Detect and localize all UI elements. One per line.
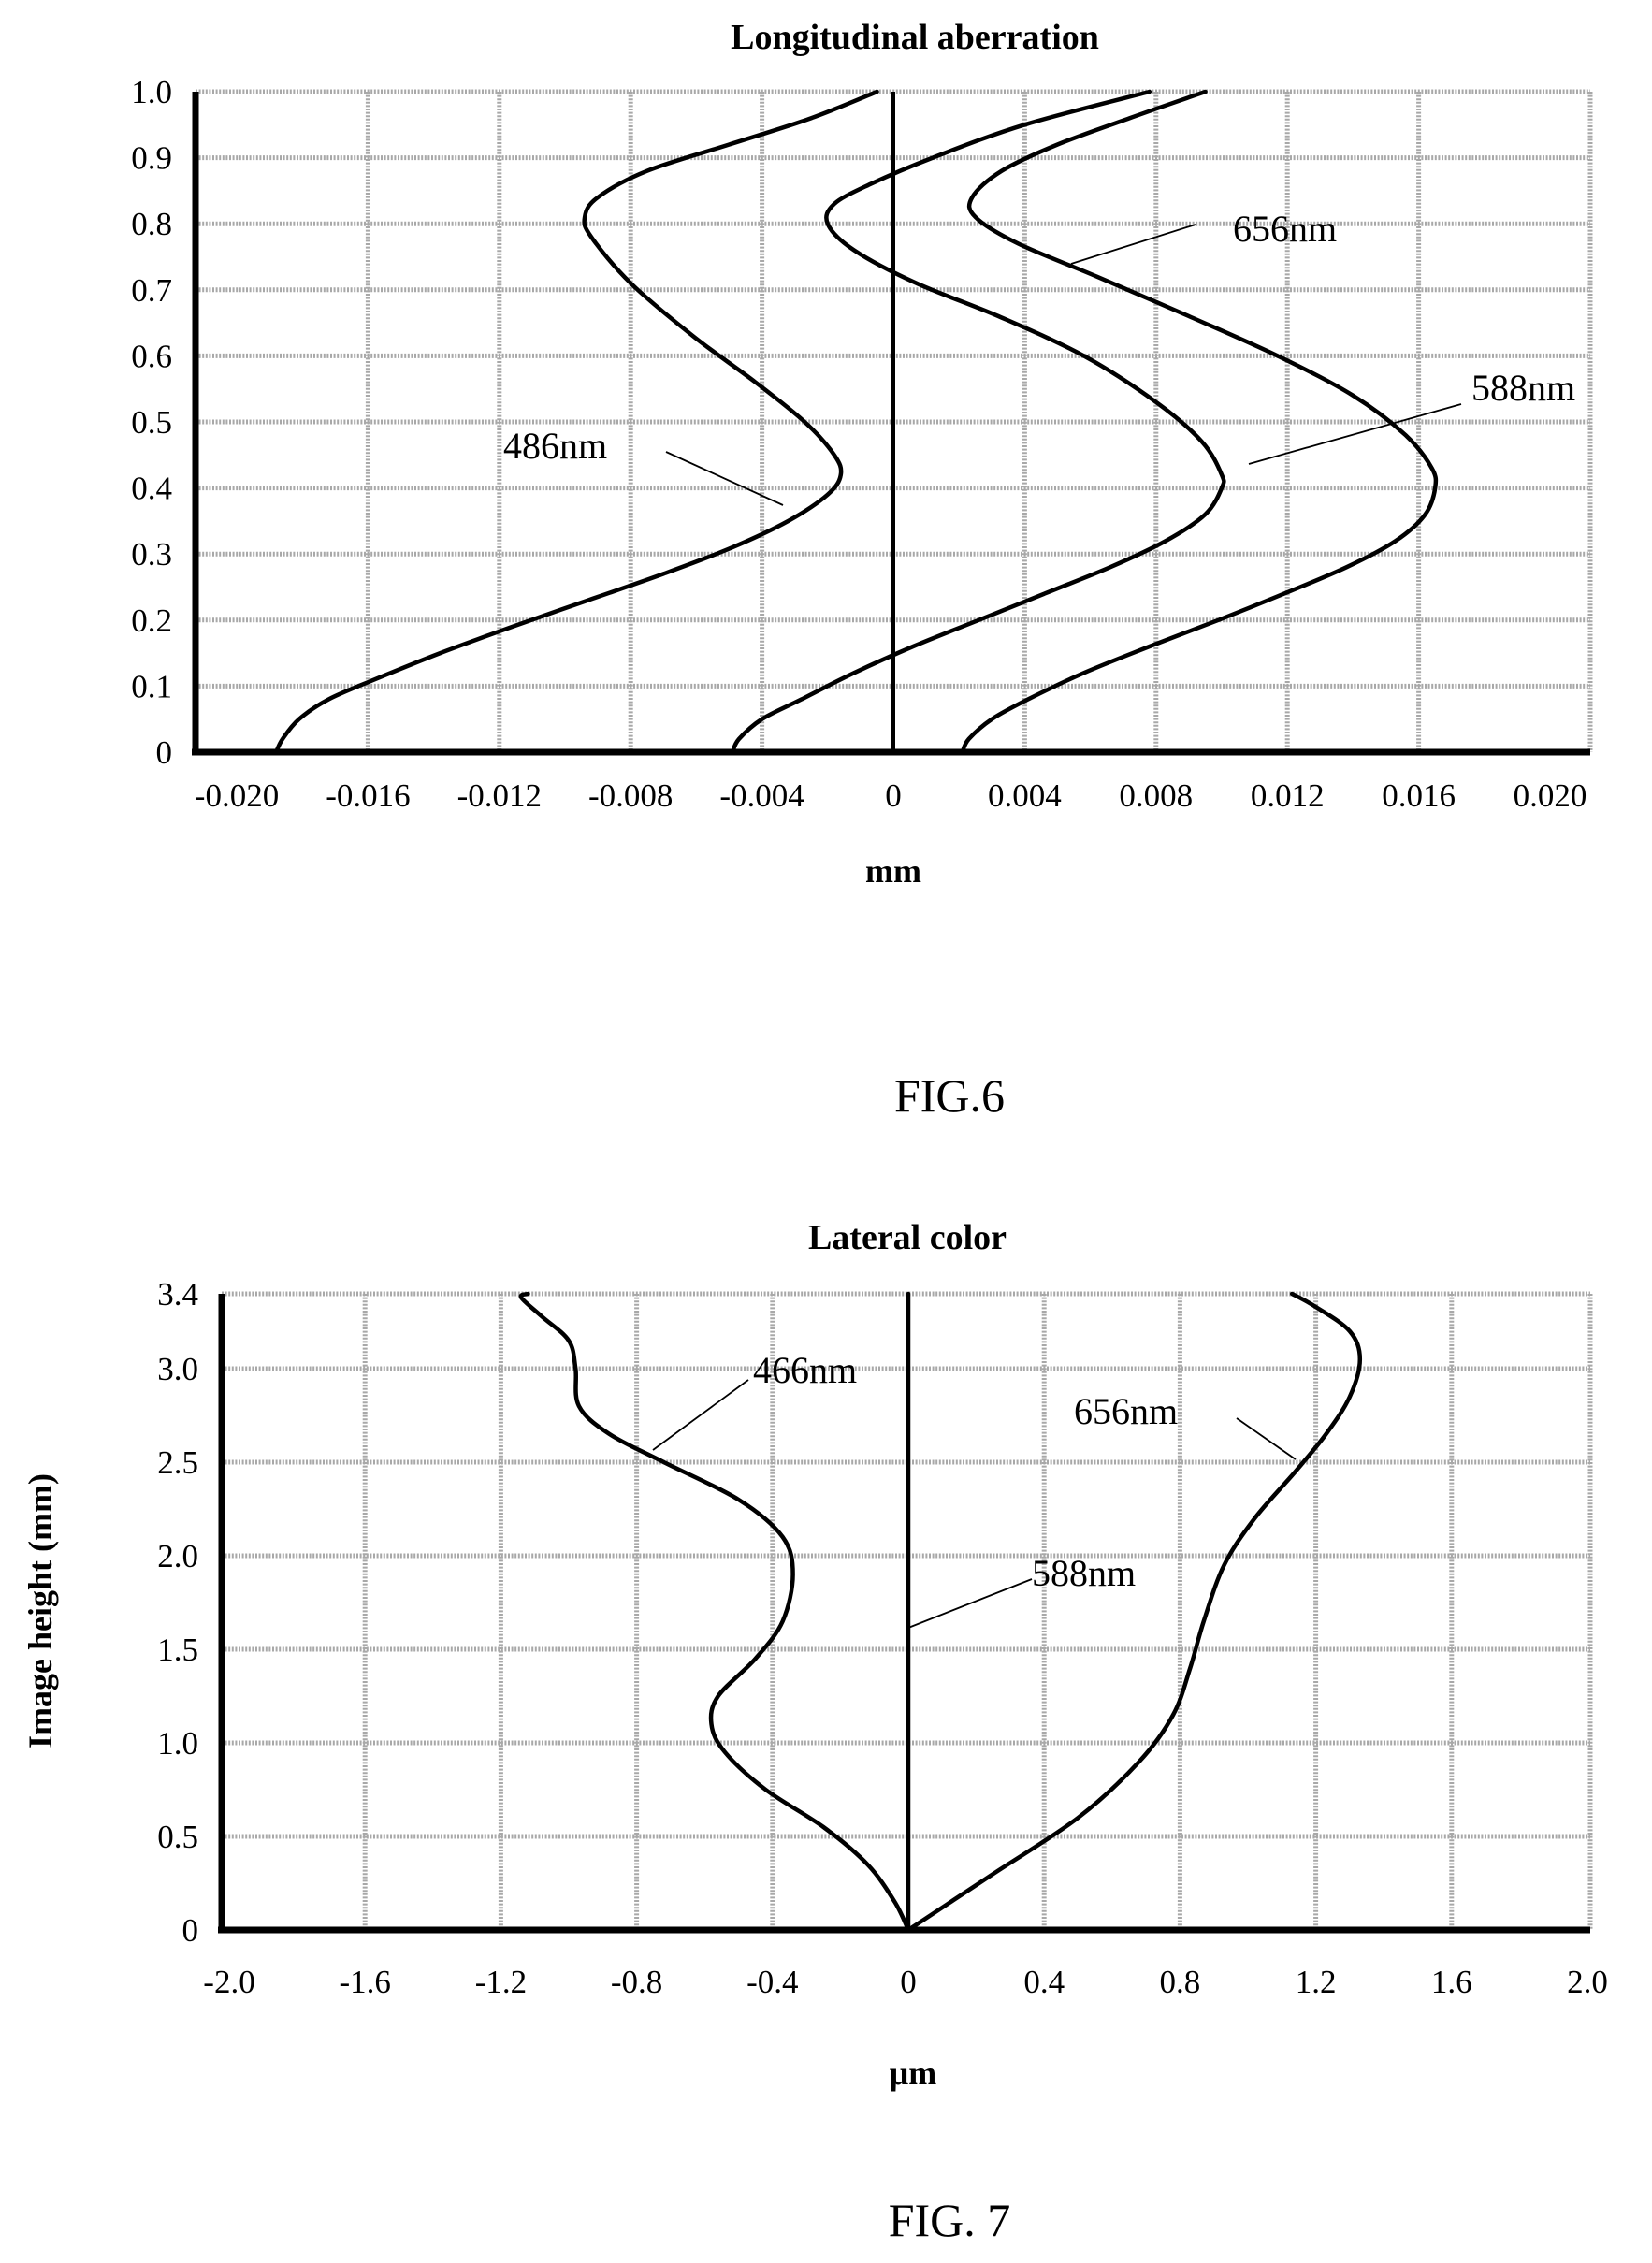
figure-label-fig6: FIG.6 — [894, 1069, 1005, 1122]
y-tick-label: 0.1 — [131, 668, 172, 704]
y-tick-label: 0.9 — [131, 140, 172, 177]
series-label-588nm: 588nm — [1471, 367, 1575, 409]
y-tick-label: 2.5 — [157, 1444, 198, 1481]
x-tick-label: 0.016 — [1382, 777, 1456, 814]
y-tick-label: 0.2 — [131, 602, 172, 639]
y-tick-labels: 0 0.1 0.2 0.3 0.4 0.5 0.6 0.7 0.8 0.9 1.0 — [131, 74, 172, 771]
x-tick-label: -2.0 — [203, 1964, 254, 2000]
x-tick-label: -0.020 — [195, 777, 279, 814]
y-tick-label: 1.5 — [157, 1632, 198, 1668]
x-tick-label: -0.004 — [719, 777, 804, 814]
y-tick-label: 1.0 — [131, 74, 172, 110]
x-tick-label: 0 — [885, 777, 902, 814]
chart-title: Lateral color — [808, 1218, 1007, 1257]
x-tick-label: 0.020 — [1514, 777, 1587, 814]
leader-line-656nm — [1070, 224, 1196, 265]
y-tick-label: 0.3 — [131, 536, 172, 573]
series-label-588nm: 588nm — [1032, 1552, 1136, 1594]
x-tick-label: 0.8 — [1160, 1964, 1201, 2000]
x-tick-label: -1.2 — [475, 1964, 527, 2000]
series-curves — [518, 1291, 1363, 1933]
leader-line-486nm — [665, 451, 784, 506]
y-tick-label: 0.5 — [157, 1819, 198, 1855]
series-line-656nm — [906, 1291, 1363, 1933]
x-tick-label: 0.012 — [1251, 777, 1325, 814]
series-label-486nm: 486nm — [503, 425, 607, 467]
x-axis-label: μm — [890, 2054, 936, 2092]
y-axis-label: Image height (mm) — [22, 1473, 59, 1748]
x-axis-label: mm — [865, 852, 921, 890]
x-tick-label: 0.008 — [1119, 777, 1193, 814]
x-tick-label: 1.6 — [1431, 1964, 1472, 2000]
x-tick-labels: -0.020 -0.016 -0.012 -0.008 -0.004 0 0.004 0.00… — [195, 777, 1587, 814]
x-tick-labels: -2.0 -1.6 -1.2 -0.8 -0.4 0 0.4 0.8 1.2 1.6 2.0 — [203, 1964, 1608, 2000]
chart-title: Longitudinal aberration — [731, 18, 1099, 57]
series-line-656nm — [960, 89, 1439, 755]
y-tick-labels: 0 0.5 1.0 1.5 2.0 2.5 3.0 3.4 — [157, 1276, 198, 1949]
series-label-656nm: 656nm — [1074, 1390, 1178, 1432]
y-tick-label: 0.6 — [131, 338, 172, 374]
x-tick-label: 0.4 — [1023, 1964, 1065, 2000]
leader-line-588nm — [907, 1578, 1033, 1629]
y-tick-label: 2.0 — [157, 1538, 198, 1574]
x-tick-label: 1.2 — [1296, 1964, 1337, 2000]
leader-line-466nm — [652, 1379, 749, 1451]
x-tick-label: 0 — [900, 1964, 917, 2000]
y-tick-label: 0.8 — [131, 206, 172, 242]
series-line-588nm — [730, 89, 1226, 755]
lateral-color-chart: Lateral color 0 0.5 1.0 1.5 2.0 2.5 3.0 3.4 -2.… — [22, 1218, 1608, 2246]
series-line-486nm — [273, 89, 879, 755]
y-tick-label: 0.4 — [131, 471, 172, 507]
leader-line-588nm — [1248, 403, 1462, 465]
y-tick-label: 0.5 — [131, 404, 172, 441]
y-tick-label: 3.0 — [157, 1351, 198, 1387]
x-tick-label: 0.004 — [988, 777, 1062, 814]
x-tick-label: -0.4 — [746, 1964, 798, 2000]
series-line-466nm — [518, 1291, 911, 1933]
grid — [222, 1291, 1593, 1930]
leader-line-656nm — [1236, 1417, 1297, 1460]
series-label-466nm: 466nm — [753, 1349, 857, 1391]
x-tick-label: -0.016 — [326, 777, 410, 814]
y-tick-label: 0 — [156, 734, 173, 771]
y-tick-label: 0 — [182, 1912, 199, 1949]
series-label-656nm: 656nm — [1233, 208, 1337, 250]
x-tick-label: -0.012 — [457, 777, 542, 814]
x-tick-label: 2.0 — [1567, 1964, 1608, 2000]
y-tick-label: 0.7 — [131, 272, 172, 309]
series-curves — [273, 89, 1439, 755]
longitudinal-aberration-chart: Longitudinal aberration 0 0.1 0.2 0.3 0.4 0.5… — [131, 18, 1593, 1122]
y-tick-label: 1.0 — [157, 1725, 198, 1762]
x-tick-label: -1.6 — [339, 1964, 390, 2000]
x-tick-label: -0.8 — [611, 1964, 662, 2000]
x-tick-label: -0.008 — [588, 777, 673, 814]
figure-label-fig7: FIG. 7 — [889, 2194, 1011, 2246]
y-tick-label: 3.4 — [157, 1276, 198, 1313]
